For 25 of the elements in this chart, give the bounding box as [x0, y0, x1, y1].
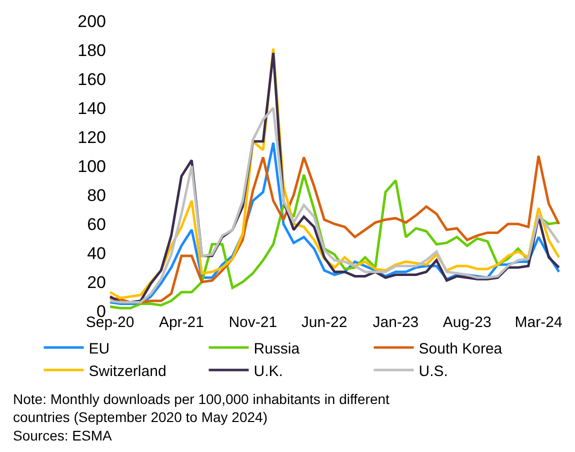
y-tick-label: 160	[78, 70, 106, 89]
x-tick-label: Aug-23	[442, 314, 492, 331]
y-tick-label: 60	[87, 214, 106, 234]
x-tick-label: Jan-23	[372, 314, 419, 331]
text: Note: Monthly downloads per 100,000 inhabitants in different countries (September 2020 to May 2024)	[13, 391, 390, 426]
legend-label: South Korea	[418, 340, 503, 358]
x-tick-label: Jun-22	[301, 314, 348, 331]
y-tick-label: 80	[87, 186, 106, 205]
x-tick-label: Mar-24	[514, 314, 562, 331]
legend-label: Switzerland	[88, 362, 166, 380]
y-tick-label: 200	[78, 12, 106, 31]
y-tick-label: 180	[78, 40, 106, 60]
line-series	[108, 106, 560, 304]
source-note: Sources: ESMA	[13, 427, 112, 444]
x-tick-label: Apr-21	[158, 314, 204, 331]
x-tick-label: Nov-21	[228, 314, 278, 331]
legend-label: EU	[88, 340, 110, 358]
legend-label: U.S.	[418, 362, 448, 380]
legend-label: Russia	[254, 340, 300, 358]
y-tick-label: 140	[78, 98, 106, 118]
y-tick-label: 40	[87, 244, 106, 263]
legend-label: U.K.	[254, 362, 283, 380]
y-tick-label: 120	[78, 128, 106, 147]
y-tick-label: 20	[87, 272, 106, 292]
y-tick-label: 100	[78, 156, 106, 176]
